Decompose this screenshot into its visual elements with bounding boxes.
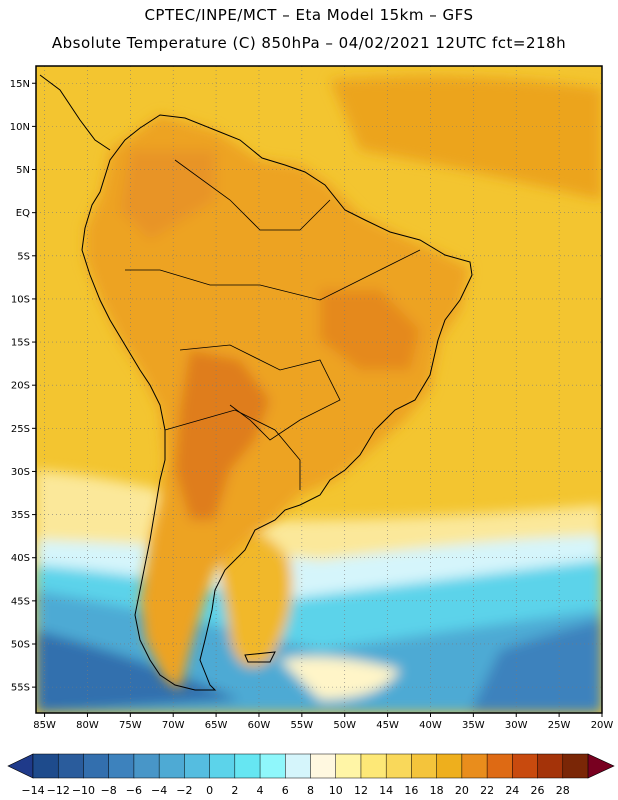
lon-label: 60W: [248, 720, 271, 731]
borders-amazon: [174, 159, 331, 231]
colorbar-label: −14: [21, 784, 44, 797]
colorbar-swatch: [133, 753, 160, 779]
colorbar-swatch: [461, 753, 488, 779]
lat-label: 35S: [11, 510, 30, 521]
colorbar-label: −12: [47, 784, 70, 797]
lon-label: 35W: [462, 720, 485, 731]
colorbar-swatch: [83, 753, 110, 779]
colorbar-swatch: [285, 753, 311, 779]
colorbar-swatch: [385, 753, 412, 779]
colorbar-swatch: [108, 753, 135, 779]
lat-label: 10S: [11, 294, 30, 305]
colorbar-label: 2: [231, 784, 238, 797]
colorbar-swatch: [411, 753, 438, 779]
colorbar-label: −8: [101, 784, 117, 797]
colorbar-swatch: [32, 753, 59, 779]
falkland-islands: [244, 651, 276, 663]
colorbar-label: 6: [282, 784, 289, 797]
lon-label: 30W: [505, 720, 528, 731]
warm-tongue: [210, 520, 293, 667]
coastlines: [39, 74, 473, 691]
south-america-coast: [81, 114, 473, 691]
colorbar-label: 22: [480, 784, 494, 797]
colorbar-label: −2: [176, 784, 192, 797]
atlantic-warm-band: [330, 76, 602, 200]
map-subtitle: Absolute Temperature (C) 850hPa – 04/02/…: [51, 34, 567, 52]
colorbar-swatch: [57, 753, 84, 779]
lat-label: 15N: [10, 79, 30, 90]
lat-label: 25S: [11, 424, 30, 435]
lat-label: 5N: [16, 165, 30, 176]
longitude-labels: 85W 80W 75W 70W 65W 60W 55W 50W 45W 40W 35W 30W 25W 2…: [33, 713, 613, 731]
borders-center: [179, 344, 341, 441]
colorbar-swatch: [537, 753, 564, 779]
colorbar-swatch: [486, 753, 513, 779]
colorbar-swatch: [310, 753, 337, 779]
lon-label: 85W: [33, 720, 56, 731]
colorbar-swatch: [562, 753, 589, 779]
lat-label: 55S: [11, 683, 30, 694]
colorbar: −14 −12 −10 −8 −6 −4 −2 0 2 4 6 8 10 12 14 16 18 20 22 24 26…: [7, 753, 615, 797]
borders-north: [125, 249, 421, 301]
coldest-se: [470, 620, 602, 713]
lat-label: 10N: [10, 122, 30, 133]
lon-label: 75W: [119, 720, 142, 731]
colorbar-label: 24: [505, 784, 519, 797]
colorbar-high-arrow: [587, 753, 615, 779]
borders-south: [164, 409, 301, 490]
lat-label: 40S: [11, 553, 30, 564]
lat-label: EQ: [16, 208, 30, 219]
colorbar-label: 4: [257, 784, 264, 797]
lon-label: 45W: [376, 720, 399, 731]
lon-label: 65W: [205, 720, 228, 731]
lon-label: 25W: [548, 720, 571, 731]
colorbar-label: −4: [151, 784, 167, 797]
colorbar-label: 20: [455, 784, 469, 797]
lon-label: 55W: [291, 720, 314, 731]
lat-label: 50S: [11, 639, 30, 650]
land-hot-chaco: [175, 350, 270, 520]
colorbar-label: 16: [404, 784, 418, 797]
lat-label: 15S: [11, 338, 30, 349]
lon-label: 70W: [162, 720, 185, 731]
colorbar-swatch: [158, 753, 185, 779]
lon-label: 20W: [591, 720, 614, 731]
colorbar-label: 0: [206, 784, 213, 797]
temperature-field: [36, 66, 602, 713]
land-hot-north: [120, 150, 215, 240]
map-title: CPTEC/INPE/MCT – Eta Model 15km – GFS: [144, 6, 474, 24]
colorbar-label: 10: [329, 784, 343, 797]
colorbar-swatch: [360, 753, 387, 779]
coldest-sw: [36, 630, 240, 713]
colorbar-label: 26: [531, 784, 545, 797]
colorbar-low-arrow: [7, 753, 34, 779]
lon-label: 40W: [419, 720, 442, 731]
lat-label: 20S: [11, 381, 30, 392]
colorbar-swatch: [436, 753, 463, 779]
colorbar-label: −10: [72, 784, 95, 797]
colorbar-label: −6: [126, 784, 142, 797]
land-warm: [85, 115, 470, 690]
colorbar-label: 14: [379, 784, 393, 797]
lat-label: 5S: [17, 251, 30, 262]
colorbar-swatch: [335, 753, 362, 779]
lat-label: 30S: [11, 467, 30, 478]
lon-label: 80W: [76, 720, 99, 731]
map-frame: [35, 65, 603, 714]
colorbar-label: 8: [307, 784, 314, 797]
lon-label: 50W: [333, 720, 356, 731]
colorbar-swatch: [184, 753, 211, 779]
lat-label: 45S: [11, 596, 30, 607]
pale-patch: [280, 656, 400, 700]
colorbar-swatch: [512, 753, 538, 779]
colorbar-label: 18: [430, 784, 444, 797]
colorbar-swatch: [259, 753, 286, 779]
colorbar-label: 28: [556, 784, 570, 797]
latitude-labels: 15N 10N 5N EQ 5S 10S 15S 20S 25S 30S 35S 40S 45S 50S 5…: [10, 79, 36, 694]
colorbar-label: 12: [354, 784, 368, 797]
colorbar-swatch: [209, 753, 236, 779]
colorbar-swatch: [234, 753, 261, 779]
central-america-coast: [39, 74, 111, 151]
